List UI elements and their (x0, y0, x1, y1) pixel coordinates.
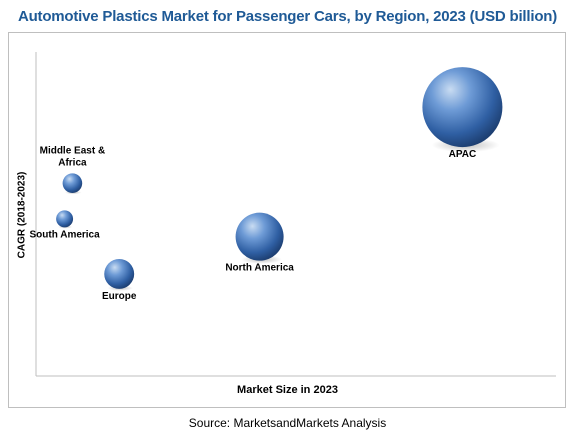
bubble-label-middle-east-africa: Middle East & Africa (40, 145, 106, 168)
bubble-middle-east-africa (62, 173, 83, 194)
bubble-label-europe: Europe (102, 291, 137, 302)
bubble-north-america (235, 212, 284, 261)
chart-title: Automotive Plastics Market for Passenger… (17, 8, 558, 25)
bubble-group-europe: Europe (102, 258, 137, 302)
bubble-europe (104, 258, 135, 289)
bubble-south-america (56, 210, 74, 228)
bubble-group-middle-east-africa: Middle East & Africa (40, 145, 106, 195)
bubble-group-south-america: South America (29, 210, 100, 240)
points-layer: APAC North America Middle East & Africa Sout… (29, 67, 503, 302)
bubble-label-apac: APAC (449, 149, 477, 160)
y-axis-label: CAGR (2018-2023) (16, 171, 28, 259)
bubble-group-apac: APAC (422, 67, 503, 160)
bubble-label-south-america: South America (29, 229, 100, 240)
x-axis-label: Market Size in 2023 (237, 384, 338, 396)
bubble-apac (422, 67, 503, 148)
bubble-label-north-america: North America (225, 263, 294, 274)
chart-frame (8, 32, 566, 408)
bubble-group-north-america: North America (225, 212, 294, 274)
source-note: Source: MarketsandMarkets Analysis (188, 416, 387, 430)
